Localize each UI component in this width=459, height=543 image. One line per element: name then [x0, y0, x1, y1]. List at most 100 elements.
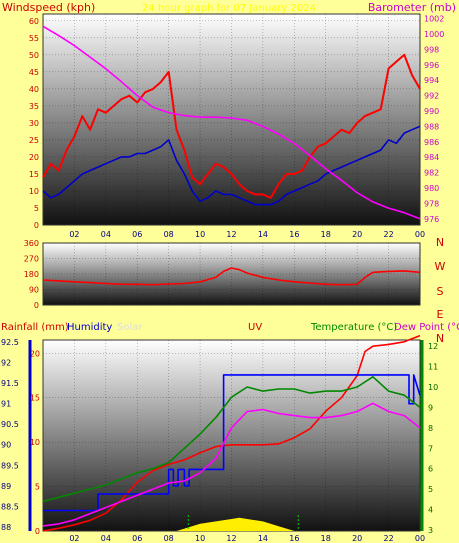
gust-line [42, 53, 421, 199]
dew_point-line [42, 402, 421, 527]
x-tick-label: 22 [383, 534, 393, 543]
humidity-tick-label: 92.5 [1, 338, 19, 347]
windspeed-tick-label: 25 [29, 136, 39, 145]
wind-x-ticks: 02 04 06 08 10 12 14 16 18 20 22 00 [69, 230, 425, 239]
barometer-tick-label: 988 [424, 122, 439, 131]
humidity-tick-label: 88.5 [1, 502, 19, 511]
rain-tick-label: 20 [30, 349, 40, 358]
humidity-ticks: 88 88.5 89 89.5 90 90.5 91 91.5 92 92.5 [1, 338, 19, 532]
direction-tick-label: 180 [24, 270, 39, 279]
x-tick-label: 20 [352, 230, 362, 239]
windspeed-tick-label: 50 [29, 51, 39, 60]
windspeed-tick-label: 10 [29, 187, 39, 196]
x-tick-label: 06 [132, 230, 142, 239]
barometer-tick-label: 978 [424, 199, 439, 208]
barometer-tick-label: 994 [424, 76, 439, 85]
windspeed-tick-label: 20 [29, 153, 39, 162]
windspeed-tick-label: 30 [29, 119, 39, 128]
windspeed-tick-label: 45 [29, 68, 39, 77]
barometer-tick-label: 998 [424, 45, 439, 54]
x-tick-label: 08 [164, 534, 174, 543]
barometer-tick-label: 990 [424, 107, 439, 116]
windspeed-tick-label: 35 [29, 102, 39, 111]
x-tick-label: 18 [321, 534, 331, 543]
rain-gridlines [43, 340, 421, 532]
direction-tick-label: 90 [29, 286, 39, 295]
compass-label: N [436, 236, 444, 249]
legend-entry: Dew Point (°C) [394, 322, 459, 333]
barometer-tick-label: 1002 [424, 15, 444, 24]
barometer-tick-label: 992 [424, 92, 439, 101]
x-tick-label: 12 [226, 534, 236, 543]
direction-tick-label: 270 [24, 255, 39, 264]
solar-area [176, 517, 295, 531]
x-tick-label: 00 [415, 230, 425, 239]
humidity-tick-label: 92 [1, 359, 11, 368]
direction-tick-label: 360 [24, 239, 39, 248]
rain-tick-label: 15 [30, 394, 40, 403]
temperature-tick-label: 12 [428, 342, 438, 351]
x-tick-label: 16 [289, 230, 299, 239]
x-tick-label: 02 [69, 534, 79, 543]
temperature-tick-label: 3 [428, 526, 433, 535]
temperature-line [42, 375, 421, 503]
rain-ticks: 0 5 10 15 20 [30, 349, 40, 536]
humidity-tick-label: 90 [1, 441, 11, 450]
x-tick-label: 22 [383, 230, 393, 239]
barometer-axis-label: Barometer (mb) [368, 1, 456, 14]
x-tick-label: 12 [226, 230, 236, 239]
temperature-tick-label: 11 [428, 363, 438, 372]
direction-series [42, 267, 421, 286]
humidity-tick-label: 88 [1, 523, 11, 532]
compass-label: E [437, 308, 444, 321]
windspeed-tick-label: 15 [29, 170, 39, 179]
compass-label: W [435, 260, 446, 273]
temperature-tick-label: 7 [428, 444, 433, 453]
x-tick-label: 14 [258, 230, 268, 239]
barometer-tick-label: 986 [424, 138, 439, 147]
barometer-tick-label: 982 [424, 169, 439, 178]
rain-x-ticks: 02 04 06 08 10 12 14 16 18 20 22 00 [69, 534, 425, 543]
direction-gridlines [43, 242, 421, 306]
temperature-tick-label: 10 [428, 383, 438, 392]
average-line [42, 125, 421, 206]
barometer-tick-label: 976 [424, 215, 439, 224]
windspeed-tick-label: 40 [29, 85, 39, 94]
rain-tick-label: 5 [35, 483, 40, 492]
x-tick-label: 00 [415, 534, 425, 543]
rainfall-line [42, 334, 421, 532]
legend-entry: Temperature (°C) [310, 322, 397, 333]
legend: Rainfall (mm)Humidity Solar UV Temperature … [1, 322, 459, 333]
temperature-tick-label: 5 [428, 485, 433, 494]
barometer-tick-label: 984 [424, 153, 439, 162]
windspeed-tick-label: 55 [29, 34, 39, 43]
temperature-tick-label: 8 [428, 424, 433, 433]
temperature-ticks: 3 4 5 6 7 8 9 10 11 12 [428, 342, 438, 535]
wind-series [42, 25, 421, 220]
x-tick-label: 10 [195, 230, 205, 239]
legend-entry: UV [248, 322, 262, 333]
humidity-tick-label: 89.5 [1, 461, 19, 470]
x-tick-label: 06 [132, 534, 142, 543]
compass-label: S [437, 285, 444, 298]
chart-title: 24 hour graph for 07 January 2024 [142, 3, 316, 14]
barometer-tick-label: 980 [424, 184, 439, 193]
windspeed-tick-label: 60 [29, 17, 39, 26]
legend-entry: Rainfall (mm) [1, 322, 69, 333]
legend-entry: Humidity [67, 322, 112, 333]
x-tick-label: 14 [258, 534, 268, 543]
windspeed-ticks: 0 5 10 15 20 25 30 35 40 45 50 55 60 [29, 17, 39, 230]
x-tick-label: 02 [69, 230, 79, 239]
barometer-ticks: 976 978 980 982 984 986 988 990 992 994 996 998 1000… [424, 15, 444, 224]
windspeed-axis-label: Windspeed (kph) [2, 1, 95, 14]
x-tick-label: 16 [289, 534, 299, 543]
rain-tick-label: 0 [35, 527, 40, 536]
barometer-line [42, 25, 421, 220]
humidity-tick-label: 90.5 [1, 420, 19, 429]
x-tick-label: 18 [321, 230, 331, 239]
rain-series [42, 334, 421, 532]
temperature-tick-label: 9 [428, 403, 433, 412]
